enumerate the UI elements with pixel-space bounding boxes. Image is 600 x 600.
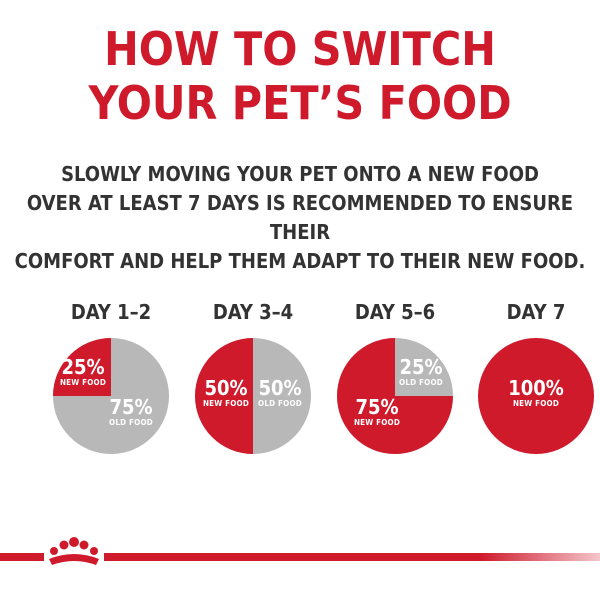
day-label-4: DAY 7 <box>506 300 566 324</box>
day2-old-caption: OLD FOOD <box>258 399 302 408</box>
day3-new-caption: NEW FOOD <box>353 418 401 427</box>
pie-svg-4 <box>478 338 594 454</box>
day-label-1: DAY 1–2 <box>70 300 152 324</box>
pie-day-3 <box>336 337 454 455</box>
day2-old-pct: 50% <box>258 376 302 400</box>
pie-slice-new-food <box>337 338 453 454</box>
day1-new-caption: NEW FOOD <box>59 378 107 387</box>
subtitle-line-2: OVER AT LEAST 7 DAYS IS RECOMMENDED TO E… <box>26 191 574 244</box>
day3-new-pct: 75% <box>355 395 399 419</box>
pie-day-2 <box>194 337 312 455</box>
day1-old-pct: 75% <box>109 395 153 419</box>
title-line-1: HOW TO SWITCH <box>104 22 496 76</box>
day2-new-caption: NEW FOOD <box>202 399 250 408</box>
day1-old-caption: OLD FOOD <box>109 418 153 427</box>
title-line-2: YOUR PET’S FOOD <box>88 76 512 130</box>
royal-canin-crown-icon <box>44 534 104 574</box>
subtitle: SLOWLY MOVING YOUR PET ONTO A NEW FOOD O… <box>0 160 600 276</box>
subtitle-line-3: COMFORT AND HELP THEM ADAPT TO THEIR NEW… <box>14 249 586 273</box>
day3-old-label: 25% OLD FOOD <box>392 357 450 387</box>
pie-slice-new-food <box>195 338 253 454</box>
brand-band <box>0 553 600 561</box>
day-label-3: DAY 5–6 <box>354 300 436 324</box>
day-label-2: DAY 3–4 <box>212 300 294 324</box>
day3-new-label: 75% NEW FOOD <box>348 397 406 427</box>
pie-svg-2 <box>195 338 311 454</box>
day2-old-label: 50% OLD FOOD <box>254 378 306 408</box>
page-title: HOW TO SWITCH YOUR PET’S FOOD <box>0 22 600 130</box>
pie-day-4 <box>477 337 595 455</box>
day1-new-label: 25% NEW FOOD <box>54 357 112 387</box>
day1-old-label: 75% OLD FOOD <box>102 397 160 427</box>
day4-new-pct: 100% <box>508 376 564 400</box>
day1-new-pct: 25% <box>61 355 105 379</box>
pie-slice-new-food <box>478 338 594 454</box>
day2-new-pct: 50% <box>204 376 248 400</box>
pie-svg-1 <box>53 338 169 454</box>
day4-new-label: 100% NEW FOOD <box>496 378 576 408</box>
subtitle-line-1: SLOWLY MOVING YOUR PET ONTO A NEW FOOD <box>61 162 539 186</box>
pie-day-1 <box>52 337 170 455</box>
pie-svg-3 <box>337 338 453 454</box>
day3-old-pct: 25% <box>399 355 443 379</box>
day3-old-caption: OLD FOOD <box>399 378 443 387</box>
pie-slice-new-food <box>53 338 111 396</box>
day4-new-caption: NEW FOOD <box>512 399 560 408</box>
day2-new-label: 50% NEW FOOD <box>200 378 252 408</box>
